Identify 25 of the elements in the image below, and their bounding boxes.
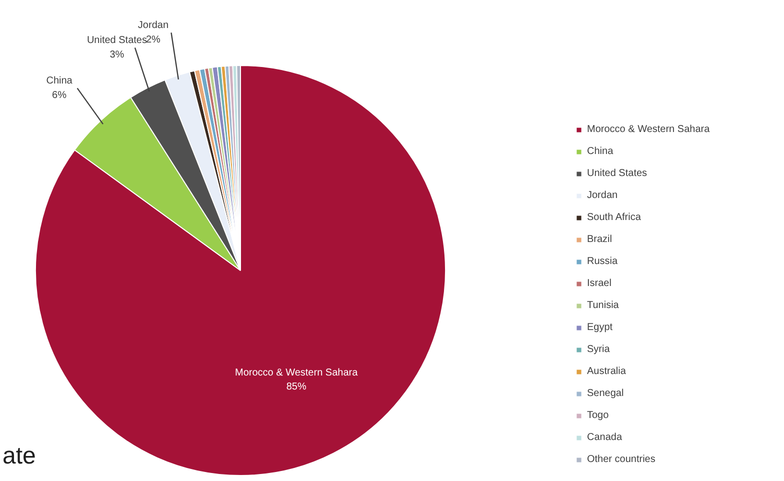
legend-label: Morocco & Western Sahara	[587, 122, 710, 136]
legend-label: Other countries	[587, 452, 656, 466]
legend-label: Australia	[587, 364, 626, 378]
legend-label: Senegal	[587, 386, 624, 400]
data-label: 3%	[110, 49, 124, 60]
legend-label: Syria	[587, 342, 610, 356]
legend-label: Egypt	[587, 320, 613, 334]
legend-label: Tunisia	[587, 298, 619, 312]
legend-label: Togo	[587, 408, 609, 422]
data-label: 6%	[52, 90, 67, 101]
legend-label: South Africa	[587, 210, 641, 224]
slice-label: Jordan	[138, 20, 169, 31]
legend-label: Russia	[587, 254, 618, 268]
legend-label: United States	[587, 166, 648, 180]
slice-label: China	[46, 76, 73, 87]
data-label: 2%	[146, 34, 161, 46]
legend-label: Brazil	[587, 232, 612, 246]
legend-label: Israel	[587, 276, 612, 290]
data-label: 85%	[286, 382, 306, 393]
text: ate	[2, 442, 36, 470]
slice-label: United States	[86, 35, 147, 46]
slice-label: Morocco & Western Sahara	[235, 367, 358, 378]
legend-label: Canada	[587, 430, 622, 444]
legend-label: China	[587, 144, 614, 158]
legend-label: Jordan	[587, 188, 618, 202]
